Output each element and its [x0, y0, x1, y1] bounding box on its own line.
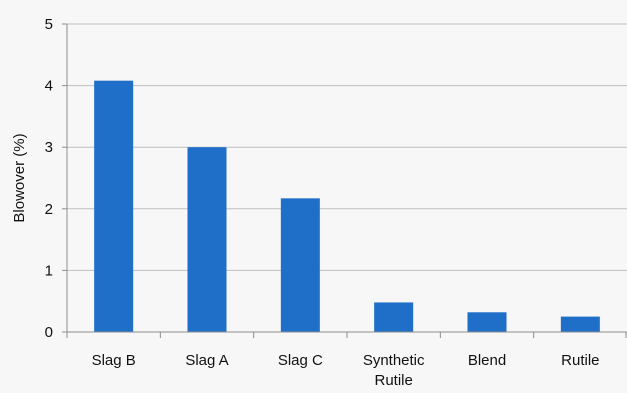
gridlines: [67, 23, 627, 271]
y-tick-label: 5: [45, 16, 53, 33]
y-tick-label: 2: [45, 201, 53, 218]
x-tick-label: Blend: [468, 352, 506, 369]
x-tick-label: Rutile: [561, 352, 599, 369]
bar: [187, 147, 227, 332]
x-tick-label: Synthetic Rutile: [363, 352, 425, 389]
bar: [280, 198, 320, 332]
y-tick-label: 1: [45, 262, 53, 279]
x-tick-label: Slag B: [92, 352, 136, 369]
bars: [94, 80, 600, 332]
x-tick-label: Slag C: [278, 352, 323, 369]
bar: [94, 80, 134, 332]
bar: [374, 302, 414, 332]
tick-labels: 0 1 2 3 4 5 Slag B Slag A Slag C Synthetic Rutile B…: [45, 16, 600, 389]
y-tick-label: 3: [45, 139, 53, 156]
y-tick-label: 4: [45, 78, 53, 95]
axes: [62, 23, 627, 338]
bar: [467, 312, 507, 332]
x-tick-label: Slag A: [185, 352, 228, 369]
bar: [560, 316, 600, 332]
y-tick-label: 0: [45, 324, 53, 341]
y-axis-title: Blowover (%): [11, 133, 28, 222]
